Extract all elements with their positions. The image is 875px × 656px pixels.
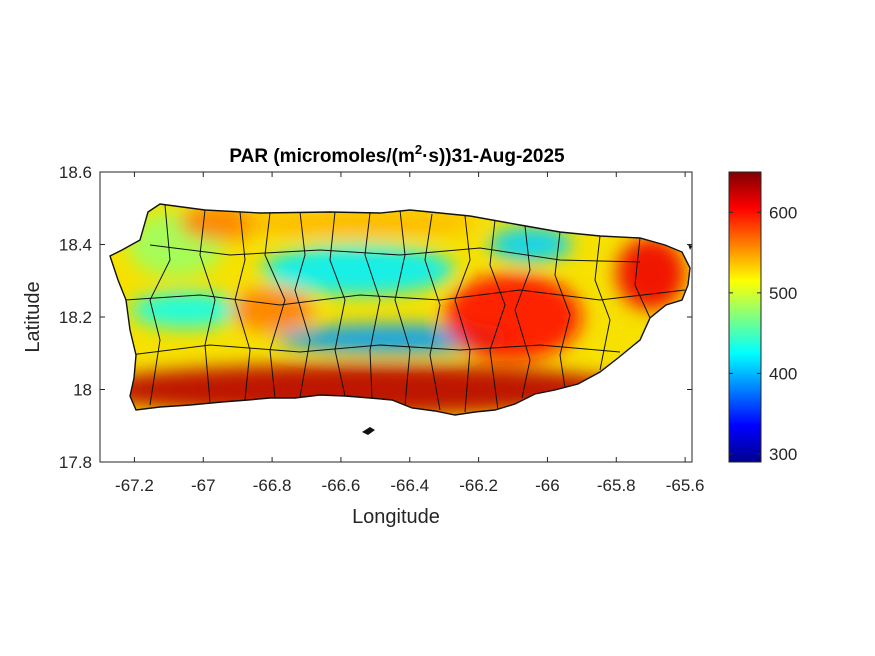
y-tick-label: 18.2 bbox=[59, 308, 92, 327]
colorbar-tick-label: 500 bbox=[769, 284, 797, 303]
colorbar-tick-label: 600 bbox=[769, 203, 797, 222]
heatmap-cell bbox=[488, 226, 572, 263]
colorbar-tick-label: 400 bbox=[769, 364, 797, 383]
heatmap-cell bbox=[237, 208, 479, 238]
islet-east bbox=[688, 244, 692, 250]
islet-caja-de-muertos bbox=[362, 427, 375, 435]
heatmap-cell bbox=[130, 291, 242, 328]
heatmap-cell bbox=[179, 204, 262, 241]
x-axis: -67.2 -67 -66.8 -66.6 -66.4 -66.2 -66 -65.8 -65.… bbox=[115, 172, 704, 495]
colorbar-ticks: 300 400 500 600 bbox=[729, 203, 797, 464]
x-tick-label: -66 bbox=[535, 476, 560, 495]
x-tick-label: -66.8 bbox=[253, 476, 292, 495]
x-axis-label: Longitude bbox=[352, 506, 440, 528]
heatmap-cell bbox=[230, 288, 314, 332]
x-tick-label: -66.6 bbox=[322, 476, 361, 495]
island-outline bbox=[109, 203, 691, 416]
y-tick-label: 18.6 bbox=[59, 163, 92, 182]
x-tick-label: -65.8 bbox=[597, 476, 636, 495]
colorbar-tick-label: 300 bbox=[769, 445, 797, 464]
y-tick-label: 17.8 bbox=[59, 453, 92, 472]
chart-title: PAR (micromoles/(m2·s))31-Aug-2025 bbox=[229, 142, 565, 167]
x-tick-label: -67 bbox=[191, 476, 216, 495]
heatmap-cell bbox=[444, 273, 582, 361]
heatmap-layer bbox=[110, 204, 690, 415]
y-axis: 18.6 18.4 18.2 18 17.8 bbox=[59, 163, 692, 472]
x-tick-label: -65.6 bbox=[666, 476, 705, 495]
x-tick-label: -67.2 bbox=[115, 476, 154, 495]
heatmap-cell bbox=[261, 244, 455, 296]
y-tick-label: 18 bbox=[73, 381, 92, 400]
colorbar bbox=[728, 171, 762, 463]
y-axis-label: Latitude bbox=[22, 281, 44, 352]
municipality-borders bbox=[124, 204, 686, 413]
x-tick-label: -66.2 bbox=[459, 476, 498, 495]
x-tick-label: -66.4 bbox=[390, 476, 429, 495]
y-tick-label: 18.4 bbox=[59, 236, 92, 255]
